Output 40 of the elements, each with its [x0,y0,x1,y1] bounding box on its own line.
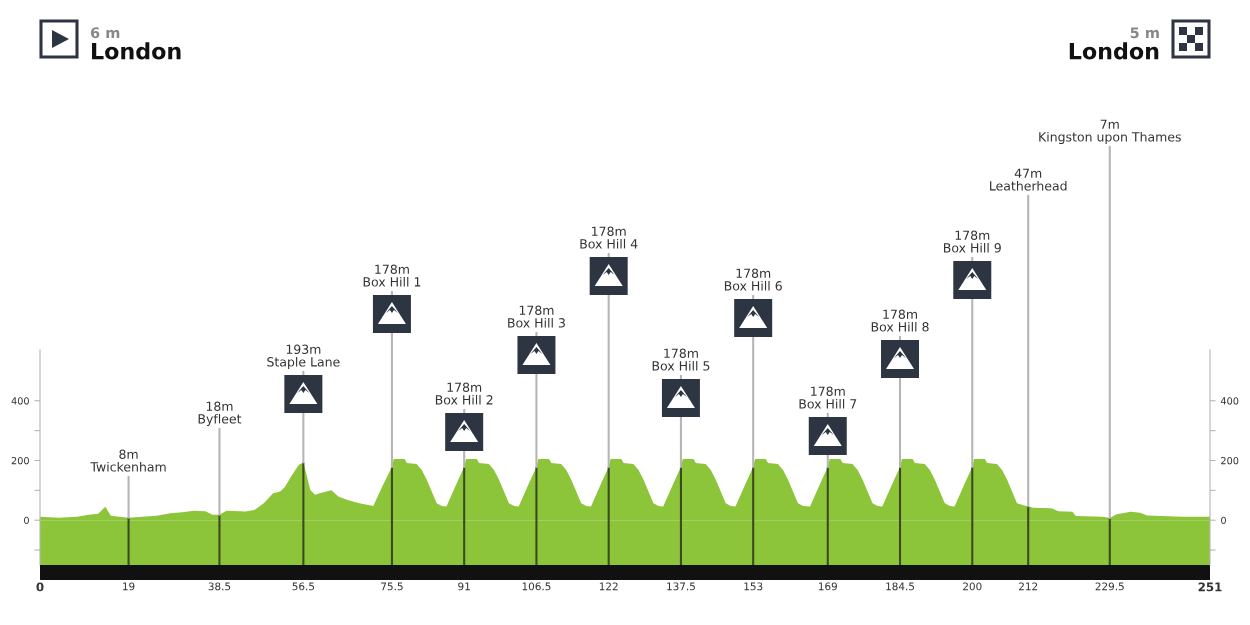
text: 5 m [1130,27,1159,39]
y2-tick-label: 400 [1220,397,1239,405]
x-tick-label: 19 [123,582,135,591]
annotation: 8m Twickenham [90,449,166,472]
annotation: 178m Box Hill 8 [871,309,929,332]
annotation: 178m Box Hill 6 [724,268,782,291]
x-tick-label: 91 [458,582,470,591]
annotation: 7m Kingston upon Thames [1039,119,1181,144]
annotation: 178m Box Hill 1 [363,264,421,287]
text: London [1069,42,1159,60]
annotation: 178m Box Hill 5 [652,348,710,371]
annotation: 18m Byfleet [198,401,242,426]
annotation: 178m Box Hill 2 [435,382,493,405]
text: London [92,42,181,60]
text: 6 m [90,27,120,39]
x-tick-label: 229.5 [1095,582,1124,591]
y2-tick-label: 200 [1221,456,1239,465]
x-tick-label: 38.5 [208,582,231,591]
annotation: 178m Box Hill 9 [944,230,1001,253]
x-tick-label: 153 [744,582,763,591]
annotation: 178m Box Hill 4 [580,226,638,249]
y-tick-label: 200 [11,456,29,465]
x-tick-label: 122 [599,582,618,591]
annotation: 193m Staple Lane [267,344,340,369]
y2-tick-label: 0 [1221,516,1226,525]
annotation: 178m Box Hill 3 [508,305,565,328]
x-tick-label: 106.5 [522,582,551,591]
x-tick-label: 137.5 [667,582,695,591]
y-tick-label: 0 [24,516,29,525]
x-tick-label: 184.5 [886,582,915,591]
annotation: 47m Leatherhead [990,168,1067,191]
x-tick-label: 0 [36,582,44,592]
x-tick-label: 212 [1019,582,1038,591]
x-tick-label: 75.5 [381,582,403,591]
x-tick-label: 56.5 [292,582,315,591]
x-tick-label: 169 [818,582,837,591]
y-tick-label: 400 [11,397,29,405]
x-tick-label: 200 [963,582,982,591]
x-tick-label: 251 [1198,582,1222,592]
annotation: 178m Box Hill 7 [799,386,857,409]
